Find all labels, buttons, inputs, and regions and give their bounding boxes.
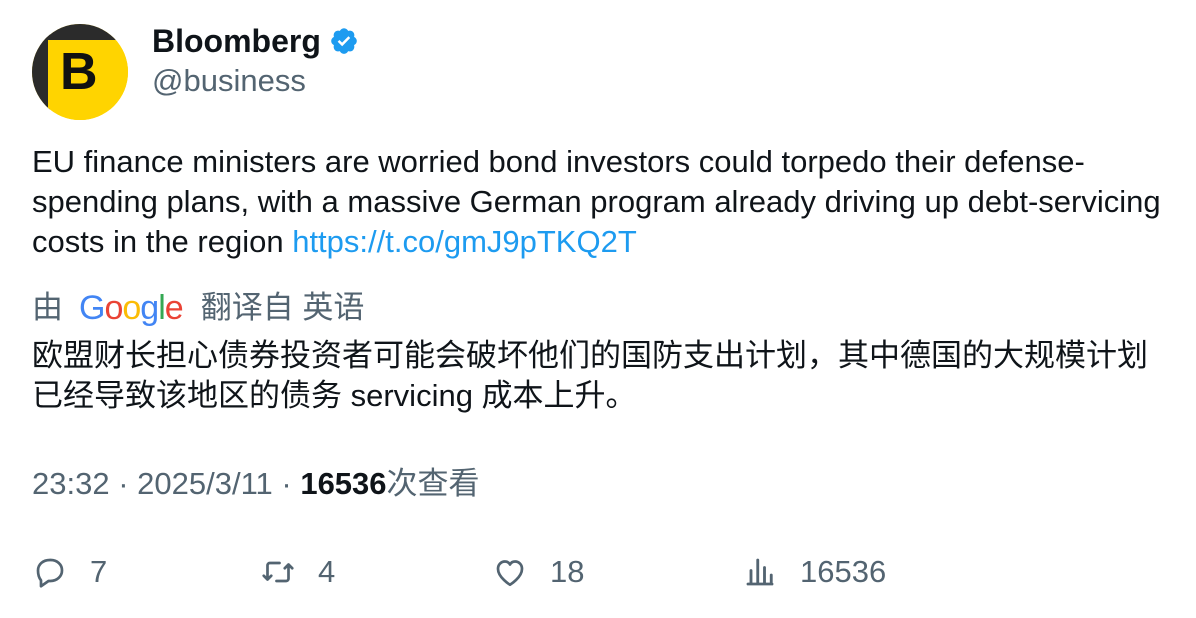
action-bar: 7 4 18 16536 — [0, 552, 1196, 594]
translation-suffix: 翻译自 英语 — [200, 290, 365, 325]
author-handle[interactable]: @business — [152, 63, 306, 98]
google-logo-letter: l — [158, 289, 166, 327]
reply-icon — [36, 558, 64, 588]
tweet-time[interactable]: 23:32 — [32, 466, 110, 501]
views-button[interactable]: 16536 — [742, 552, 886, 592]
avatar-background — [48, 40, 128, 120]
tweet-link[interactable]: https://t.co/gmJ9pTKQ2T — [292, 224, 637, 259]
views-label: 次查看 — [386, 466, 480, 501]
avatar-letter: B — [60, 43, 98, 101]
retweet-button[interactable]: 4 — [260, 552, 335, 592]
like-button[interactable]: 18 — [492, 552, 584, 592]
views-count: 16536 — [300, 466, 387, 501]
tweet-meta: 23:32 · 2025/3/11 · 16536次查看 — [32, 464, 480, 504]
google-logo-letter: g — [140, 289, 159, 327]
google-logo-letter: o — [104, 289, 123, 327]
meta-separator: · — [281, 466, 301, 501]
author-display-name[interactable]: Bloomberg — [152, 23, 321, 59]
google-logo-letter: G — [79, 289, 105, 327]
like-count: 18 — [550, 554, 585, 589]
google-logo-letter: e — [164, 289, 184, 327]
reply-count: 7 — [90, 554, 108, 589]
like-icon — [496, 560, 524, 587]
author-name[interactable]: Bloomberg — [152, 22, 359, 60]
views-icon — [746, 558, 774, 586]
retweet-count: 4 — [318, 554, 336, 589]
google-logo: G o o g l e — [79, 288, 184, 328]
verified-badge-icon — [329, 26, 359, 56]
reply-button[interactable]: 7 — [32, 552, 107, 592]
meta-separator: · — [118, 466, 138, 501]
translation-prefix: 由 — [32, 290, 63, 325]
tweet-body: EU finance ministers are worried bond in… — [32, 144, 1161, 259]
avatar-shade-left — [32, 24, 50, 120]
retweet-icon — [262, 561, 294, 583]
avatar[interactable]: B — [32, 24, 128, 120]
avatar-shade-top — [32, 24, 128, 40]
views-count-action: 16536 — [800, 554, 887, 589]
tweet-text: EU finance ministers are worried bond in… — [32, 142, 1172, 262]
google-logo-letter: o — [122, 289, 141, 327]
tweet-date[interactable]: 2025/3/11 — [137, 466, 273, 501]
translated-text: 欧盟财长担心债券投资者可能会破坏他们的国防支出计划，其中德国的大规模计划已经导致… — [32, 338, 1148, 413]
translation-attribution[interactable]: 由 G o o g l e 翻译自 英语 — [32, 288, 364, 328]
